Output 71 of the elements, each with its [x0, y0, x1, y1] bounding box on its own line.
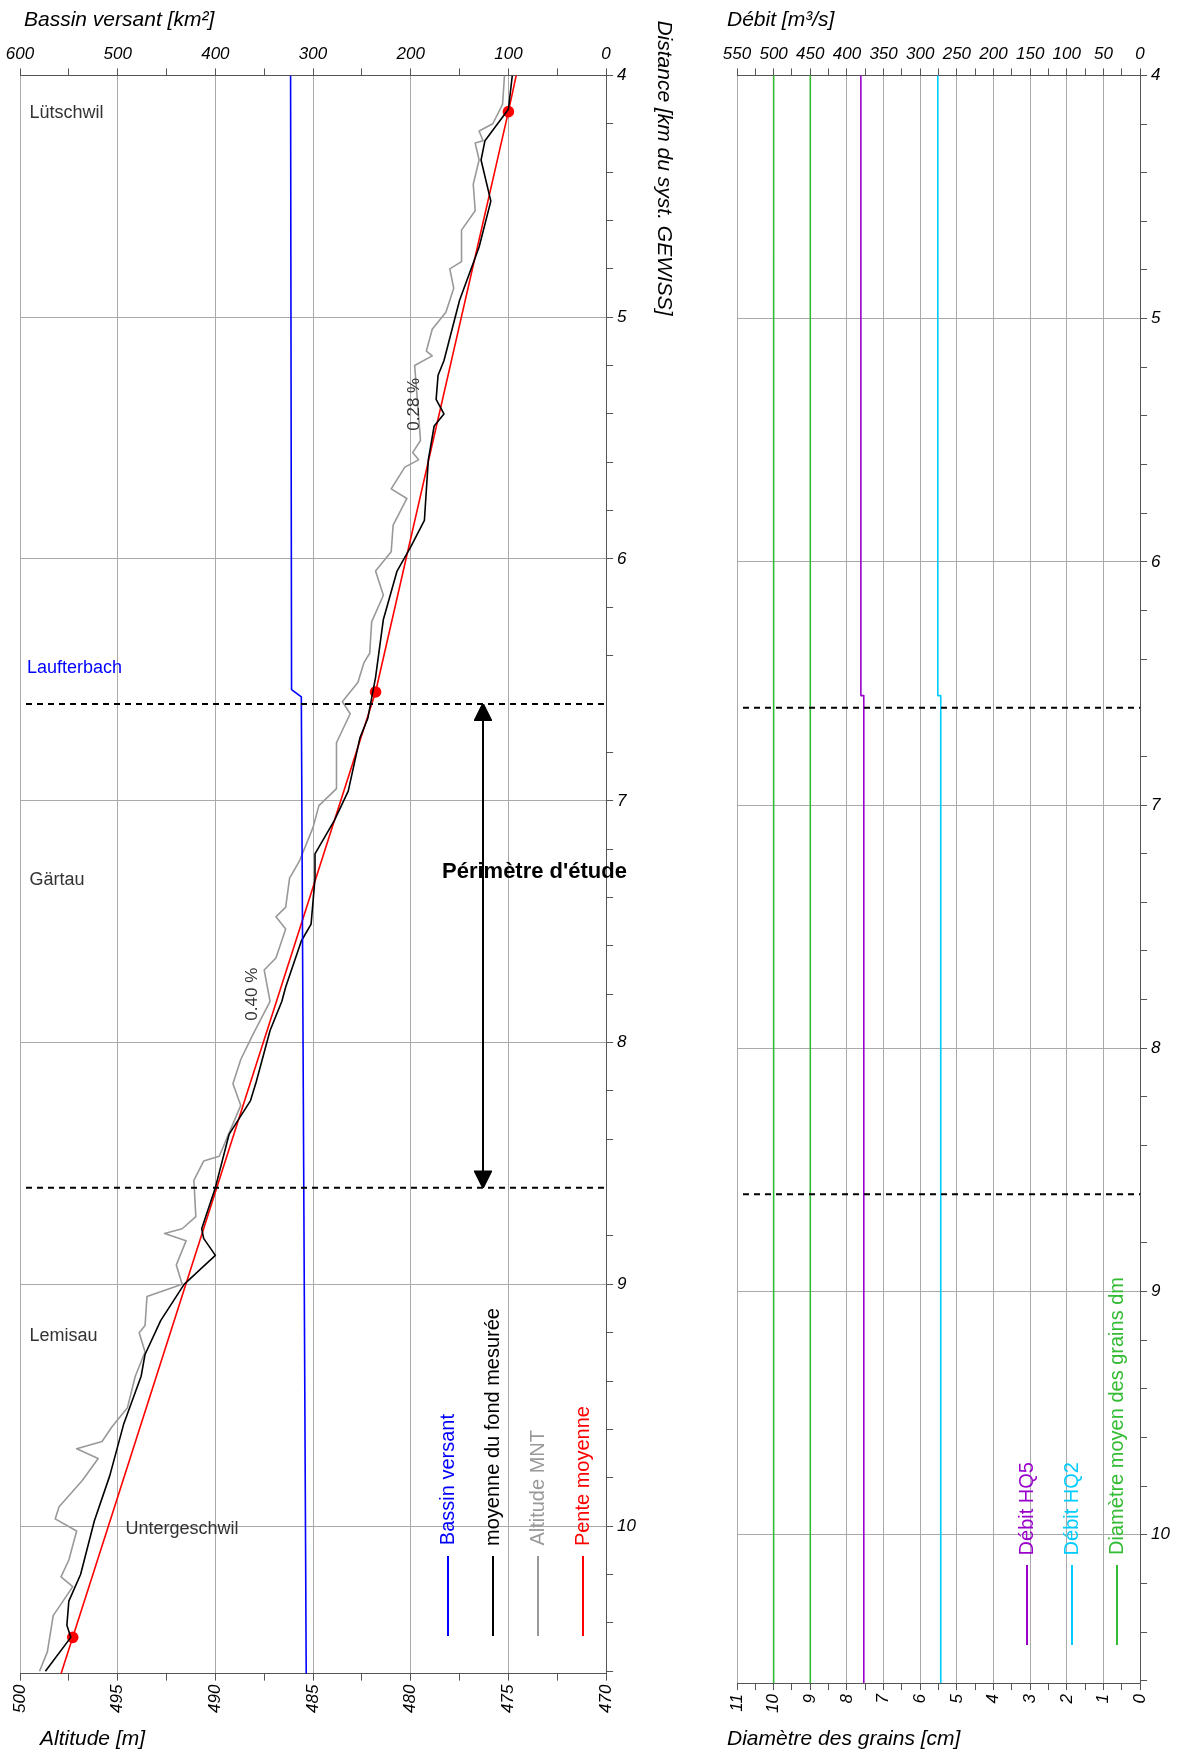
x-tick-label: 10	[763, 1693, 783, 1714]
x2-tick-label: 200	[978, 43, 1009, 63]
x-tick-label: 4	[983, 1694, 1003, 1704]
y-tick-label: 7	[617, 790, 628, 810]
x-tick-label: 6	[909, 1693, 929, 1704]
text: Bassin versant	[436, 1414, 460, 1546]
x-axis-title: Altitude [m]	[38, 1725, 147, 1749]
x2-tick-label: 350	[869, 43, 899, 63]
y-tick-label: 6	[617, 548, 628, 568]
x-tick-label: 475	[498, 1684, 518, 1714]
y-tick-label: 5	[1151, 308, 1162, 328]
x2-tick-label: 300	[298, 43, 328, 63]
x-tick-label: 490	[205, 1684, 225, 1714]
x-tick-label: 2	[1056, 1693, 1076, 1705]
x2-axis-title: Débit [m³/s]	[727, 6, 836, 30]
x2-tick-label: 100	[1052, 43, 1082, 63]
x-tick-label: 3	[1019, 1693, 1039, 1704]
text: moyenne du fond mesurée	[481, 1307, 505, 1546]
x2-tick-label: 450	[796, 43, 826, 63]
x2-tick-label: 250	[941, 43, 972, 63]
text: Pente moyenne	[571, 1405, 595, 1546]
annotation: Lütschwil	[29, 101, 104, 123]
x-tick-label: 495	[107, 1684, 127, 1714]
x2-tick-label: 400	[201, 43, 231, 63]
x2-tick-label: 200	[395, 43, 426, 63]
annotation: Lemisau	[29, 1324, 98, 1346]
y-tick-label: 8	[1151, 1038, 1162, 1058]
text: Débit HQ5	[1015, 1461, 1039, 1556]
annotation: Laufterbach	[27, 656, 123, 678]
x-tick-label: 1	[1093, 1694, 1113, 1704]
x2-tick-label: 400	[832, 43, 862, 63]
x2-tick-label: 550	[722, 43, 752, 63]
y-tick-label: 10	[617, 1515, 637, 1535]
x-tick-label: 480	[400, 1684, 420, 1714]
y-tick-label: 4	[617, 65, 627, 85]
x2-tick-label: 0	[601, 43, 612, 63]
y-tick-label: 6	[1151, 551, 1162, 571]
y-tick-label: 10	[1151, 1524, 1171, 1544]
x2-tick-label: 500	[103, 43, 133, 63]
text: Altitude MNT	[526, 1430, 550, 1546]
x2-tick-label: 50	[1093, 43, 1114, 63]
x-tick-label: 485	[302, 1684, 322, 1714]
x-tick-label: 11	[726, 1694, 746, 1712]
x2-tick-label: 150	[1015, 43, 1045, 63]
x2-tick-label: 100	[494, 43, 524, 63]
x-tick-label: 5	[946, 1693, 966, 1704]
y-tick-label: 4	[1151, 65, 1161, 85]
y-axis-title: Distance [km du syst. GEWISS]	[654, 20, 678, 317]
text: Débit HQ2	[1060, 1461, 1084, 1556]
y-tick-label: 8	[617, 1032, 628, 1052]
y-tick-label: 9	[1151, 1281, 1162, 1301]
x-axis-title: Diamètre des grains [cm]	[727, 1725, 962, 1749]
x-tick-label: 500	[9, 1684, 29, 1714]
x-tick-label: 8	[836, 1693, 856, 1704]
x2-tick-label: 500	[759, 43, 789, 63]
annotation: Untergeschwil	[125, 1517, 239, 1539]
y-tick-label: 5	[617, 306, 628, 326]
y-tick-label: 9	[617, 1274, 628, 1294]
annotation: Gärtau	[29, 868, 85, 890]
x2-tick-label: 300	[906, 43, 935, 63]
x-tick-label: 7	[873, 1693, 893, 1704]
x-tick-label: 470	[595, 1684, 615, 1714]
x-tick-label: 9	[800, 1693, 820, 1704]
text: Diamètre moyen des grains dm	[1105, 1277, 1129, 1556]
x2-tick-label: 600	[5, 43, 35, 63]
y-tick-label: 7	[1151, 794, 1162, 814]
x2-axis-title: Bassin versant [km²]	[24, 6, 216, 30]
annotation: 0.28 %	[403, 377, 423, 431]
x-tick-label: 0	[1129, 1693, 1149, 1704]
annotation: 0.40 %	[241, 967, 261, 1021]
x2-tick-label: 0	[1135, 43, 1146, 63]
